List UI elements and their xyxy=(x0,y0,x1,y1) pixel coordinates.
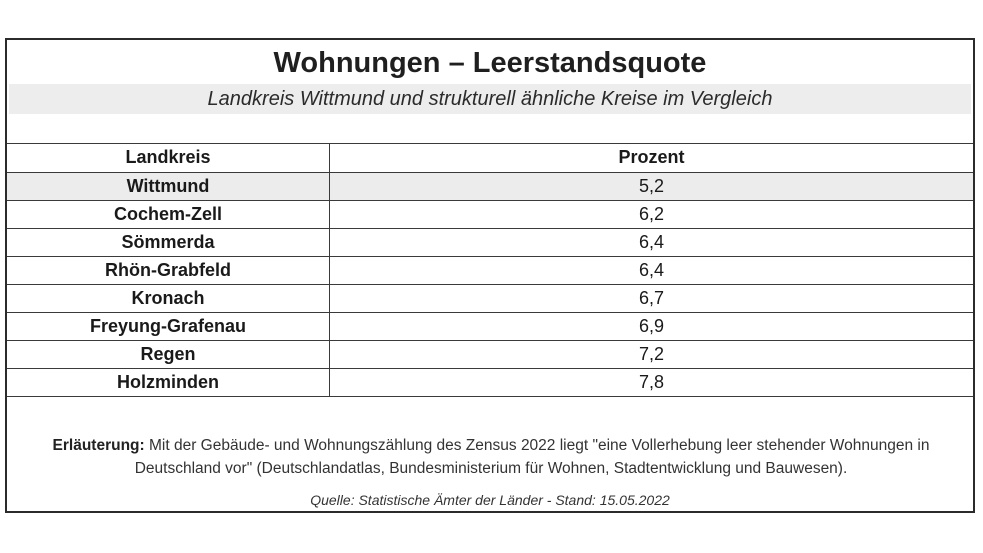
table-row: Regen 7,2 xyxy=(7,341,973,369)
row-name: Sömmerda xyxy=(7,229,330,256)
row-name: Freyung-Grafenau xyxy=(7,313,330,340)
row-value: 5,2 xyxy=(638,176,665,196)
table-row: Freyung-Grafenau 6,9 xyxy=(7,313,973,341)
column-header-landkreis: Landkreis xyxy=(7,144,330,172)
explanation-note: Erläuterung: Mit der Gebäude- und Wohnun… xyxy=(15,434,967,480)
table-header-row: Landkreis Prozent xyxy=(7,144,973,173)
row-value: 6,4 xyxy=(638,260,665,280)
row-name: Rhön-Grabfeld xyxy=(7,257,330,284)
page-title: Wohnungen – Leerstandsquote xyxy=(273,47,707,79)
data-table: Landkreis Prozent Wittmund 5,2 Cochem-Ze… xyxy=(7,143,973,397)
row-name: Regen xyxy=(7,341,330,368)
row-value: 6,7 xyxy=(638,288,665,308)
table-row: Cochem-Zell 6,2 xyxy=(7,201,973,229)
row-value: 6,9 xyxy=(638,316,665,336)
table-row: Kronach 6,7 xyxy=(7,285,973,313)
table-row: Holzminden 7,8 xyxy=(7,369,973,397)
row-name: Wittmund xyxy=(7,173,330,200)
row-name: Cochem-Zell xyxy=(7,201,330,228)
source-line: Quelle: Statistische Ämter der Länder - … xyxy=(310,492,670,508)
table-row: Rhön-Grabfeld 6,4 xyxy=(7,257,973,285)
page-subtitle: Landkreis Wittmund und strukturell ähnli… xyxy=(9,84,971,114)
table-frame: Wohnungen – Leerstandsquote Landkreis Wi… xyxy=(5,38,975,513)
row-value: 6,4 xyxy=(638,232,665,252)
row-value: 6,2 xyxy=(638,204,665,224)
row-name: Holzminden xyxy=(7,369,330,396)
table-row: Sömmerda 6,4 xyxy=(7,229,973,257)
row-value: 7,2 xyxy=(638,344,665,364)
explanation-label: Erläuterung: xyxy=(52,437,145,454)
row-value: 7,8 xyxy=(638,372,665,392)
row-name: Kronach xyxy=(7,285,330,312)
column-header-prozent: Prozent xyxy=(618,147,685,167)
explanation-text: Mit der Gebäude- und Wohnungszählung des… xyxy=(134,437,930,477)
table-row: Wittmund 5,2 xyxy=(7,173,973,201)
